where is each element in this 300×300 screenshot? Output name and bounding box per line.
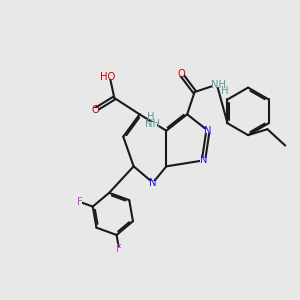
Bar — [148, 122, 157, 126]
Text: H: H — [147, 112, 154, 122]
Bar — [150, 181, 156, 184]
Text: N: N — [149, 178, 157, 188]
Bar — [148, 116, 154, 119]
Bar — [178, 72, 184, 76]
Bar — [116, 247, 122, 251]
Text: NH: NH — [211, 80, 226, 90]
Text: O: O — [91, 105, 99, 115]
Text: NH: NH — [145, 119, 160, 129]
Text: N: N — [200, 155, 207, 165]
Text: N: N — [204, 126, 212, 136]
Bar — [76, 200, 82, 204]
Text: HO: HO — [100, 72, 116, 82]
Bar — [205, 129, 211, 133]
Text: H: H — [221, 86, 229, 96]
Bar — [222, 89, 229, 93]
Bar — [213, 83, 224, 86]
Bar — [200, 158, 207, 162]
Text: F: F — [116, 244, 122, 254]
Text: F: F — [76, 197, 82, 207]
Text: O: O — [177, 69, 185, 79]
Bar — [102, 75, 113, 79]
Bar — [92, 108, 98, 112]
